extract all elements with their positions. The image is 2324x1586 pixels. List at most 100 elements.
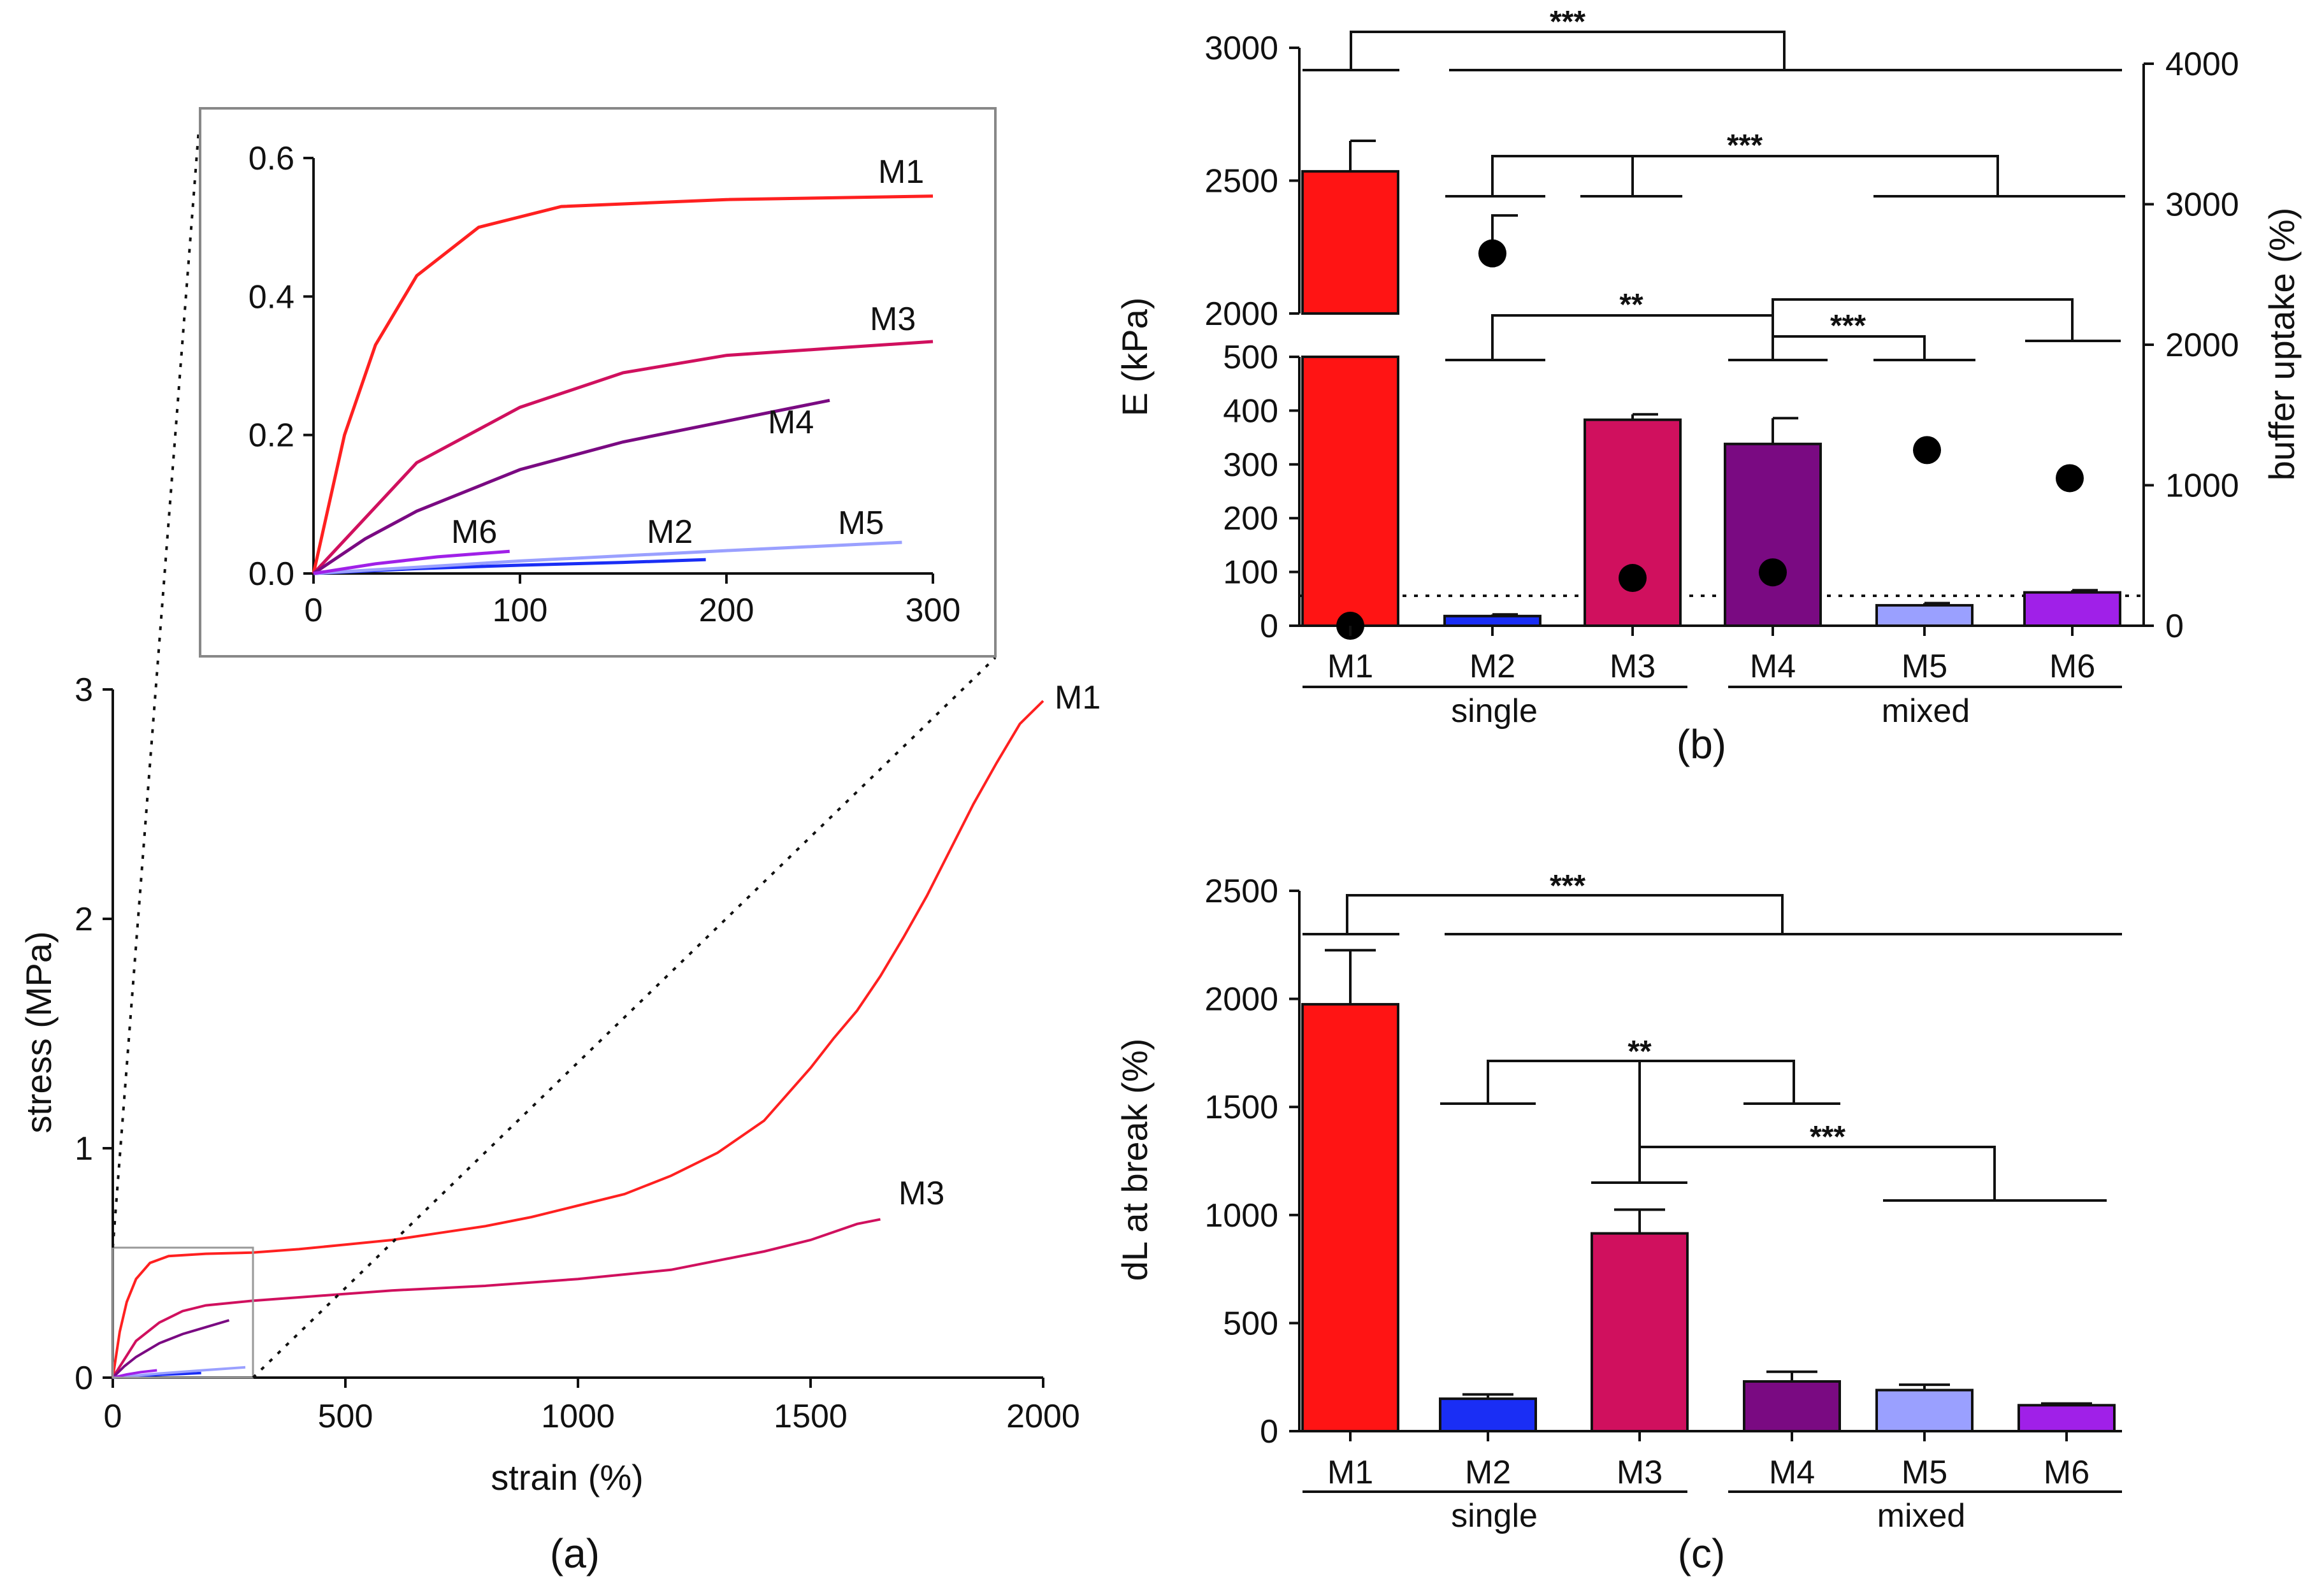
a-y-tick-label: 2 xyxy=(75,901,93,938)
inset-series-M5 xyxy=(313,540,902,575)
panel-a-x-label: strain (%) xyxy=(491,1457,644,1497)
panel-b-significance-brackets xyxy=(1303,31,2125,361)
panel-a-label: (a) xyxy=(550,1531,600,1576)
b-cat-label-M1: M1 xyxy=(1327,648,1373,685)
c-bar-M4 xyxy=(1743,1380,1841,1432)
a-series-M5 xyxy=(112,1366,246,1379)
c-bar-M5 xyxy=(1875,1388,1974,1432)
b-dot-M2 xyxy=(1478,239,1506,268)
b-bar-M1-upper xyxy=(1301,169,1399,315)
sig-c-1: *** xyxy=(1550,869,1585,903)
c-cat-label-M3: M3 xyxy=(1617,1454,1663,1491)
a-x-tick-label: 2000 xyxy=(1006,1398,1080,1435)
inset-series xyxy=(312,194,934,575)
panel-a-stress-strain-chart: 0 500 1000 1500 2000 0 1 2 3 M1 M3 strain (%) st… xyxy=(18,672,1101,1576)
b-cat-label-M6: M6 xyxy=(2049,648,2095,685)
b-bar-M3 xyxy=(1584,418,1682,627)
a-series-M1 xyxy=(112,700,1044,1378)
panel-b-y-ticks: 0 100 200 300 400 500 2000 2500 3000 xyxy=(1204,30,1299,645)
b-y-tick-label: 400 xyxy=(1223,393,1278,429)
b-y2-tick-label: 2000 xyxy=(2165,327,2239,364)
b-y-tick-label: 500 xyxy=(1223,339,1278,376)
b-y2-tick-label: 4000 xyxy=(2165,46,2239,83)
panel-c-groups: single mixed xyxy=(1303,1490,2122,1534)
panel-a-inset-chart: 0 100 200 300 0.0 0.2 0.4 0.6 M1 M3 M4 M6 M2 M5 xyxy=(199,107,997,658)
b-dot-M5 xyxy=(1913,436,1941,465)
sig-b-1: *** xyxy=(1550,5,1585,39)
c-group-label-single: single xyxy=(1451,1497,1538,1534)
c-cat-label-M4: M4 xyxy=(1769,1454,1815,1491)
inset-series-M3 xyxy=(312,340,934,575)
inset-label-M2: M2 xyxy=(647,514,693,551)
panel-a-x-ticks: 0 500 1000 1500 2000 xyxy=(104,1378,1080,1435)
inset-label-M6: M6 xyxy=(451,514,497,551)
c-bar-M2 xyxy=(1439,1397,1537,1433)
inset-series-M6 xyxy=(313,549,510,575)
b-dot-M3 xyxy=(1619,564,1647,593)
c-error-bar-M3 xyxy=(1614,1208,1665,1234)
b-y-tick-label: 0 xyxy=(1260,608,1278,645)
b-bar-M4 xyxy=(1724,442,1822,628)
zoom-connector-top xyxy=(112,128,200,1248)
panel-a-y-label: stress (MPa) xyxy=(18,931,59,1133)
b-cat-label-M5: M5 xyxy=(1902,648,1947,685)
a-y-tick-label: 0 xyxy=(75,1360,93,1397)
inset-x-tick-label: 0 xyxy=(305,592,323,629)
a-x-tick-label: 1500 xyxy=(774,1398,848,1435)
c-bar-M1 xyxy=(1301,1003,1399,1432)
b-bar-M5 xyxy=(1875,603,1974,627)
b-dot-M6 xyxy=(2056,464,2084,493)
inset-series-M1 xyxy=(312,194,934,574)
sig-b-2: *** xyxy=(1727,129,1763,162)
b-y-tick-label: 200 xyxy=(1223,500,1278,537)
b-error-bar-M1 xyxy=(1349,139,1376,171)
c-group-label-mixed: mixed xyxy=(1877,1497,1966,1534)
b-error-bar-M4 xyxy=(1772,417,1798,444)
inset-x-tick-label: 300 xyxy=(906,592,961,629)
b-y-tick-label: 2500 xyxy=(1204,163,1278,200)
zoom-connector-bottom xyxy=(252,656,997,1379)
inset-y-tick-label: 0.2 xyxy=(249,417,294,454)
b-error-bar-M2 xyxy=(1491,613,1518,616)
inset-label-M5: M5 xyxy=(838,505,884,542)
inset-x-tick-label: 100 xyxy=(493,592,548,629)
b-y-tick-label: 2000 xyxy=(1204,296,1278,333)
inset-label-M4: M4 xyxy=(768,404,814,441)
b-group-label-single: single xyxy=(1451,693,1538,730)
panel-b-categories: M1 M2 M3 M4 M5 M6 xyxy=(1327,626,2095,685)
c-cat-label-M6: M6 xyxy=(2044,1454,2089,1491)
inset-y-tick-label: 0.0 xyxy=(249,556,294,593)
panel-b-y2-label: buffer uptake (%) xyxy=(2262,208,2302,481)
a-label-M3: M3 xyxy=(899,1175,944,1212)
b-cat-label-M4: M4 xyxy=(1750,648,1796,685)
inset-series-M4 xyxy=(312,398,830,575)
inset-x-tick-label: 200 xyxy=(699,592,754,629)
a-series-M3 xyxy=(112,1218,881,1379)
b-cat-label-M2: M2 xyxy=(1469,648,1515,685)
inset-curve-labels: M1 M3 M4 M6 M2 M5 xyxy=(451,154,924,551)
c-cat-label-M2: M2 xyxy=(1465,1454,1511,1491)
a-x-tick-label: 0 xyxy=(104,1398,122,1435)
panel-c-elongation-chart: 0 500 1000 1500 2000 2500 M1 M2 M3 M4 M5 M6 single… xyxy=(1115,869,2122,1576)
inset-y-ticks: 0.0 0.2 0.4 0.6 xyxy=(249,140,314,593)
b-y2-tick-label: 1000 xyxy=(2165,468,2239,505)
panel-c-significance-brackets xyxy=(1303,894,2122,1202)
panel-a-zoom-box xyxy=(112,1246,254,1379)
c-error-bar-M6 xyxy=(2041,1402,2092,1406)
c-cat-label-M1: M1 xyxy=(1327,1454,1373,1491)
a-x-tick-label: 500 xyxy=(318,1398,373,1435)
sig-b-4: *** xyxy=(1830,309,1866,343)
sig-c-2: ** xyxy=(1628,1035,1652,1069)
b-bar-M6 xyxy=(2023,591,2121,627)
b-error-bar-M6 xyxy=(2071,589,2098,593)
b-dot-M4 xyxy=(1759,558,1787,587)
a-y-tick-label: 3 xyxy=(75,672,93,709)
c-error-bar-M1 xyxy=(1325,949,1376,1005)
b-y-tick-label: 3000 xyxy=(1204,30,1278,67)
b-error-bar-M3 xyxy=(1631,413,1658,420)
a-x-tick-label: 1000 xyxy=(541,1398,615,1435)
c-error-bar-M2 xyxy=(1462,1393,1513,1399)
panel-c-label: (c) xyxy=(1678,1531,1726,1576)
c-y-tick-label: 500 xyxy=(1223,1305,1278,1342)
